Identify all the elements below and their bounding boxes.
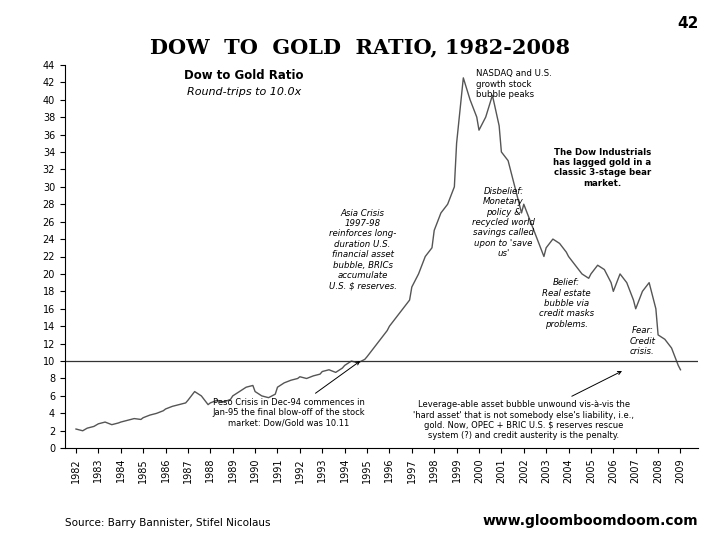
Text: Disbelief:
Monetary
policy &
recycled world
savings called
upon to 'save
us': Disbelief: Monetary policy & recycled wo… [472, 187, 535, 258]
Text: Leverage-able asset bubble unwound vis-à-vis the
'hard asset' that is not somebo: Leverage-able asset bubble unwound vis-à… [413, 372, 634, 441]
Text: DOW  TO  GOLD  RATIO, 1982-2008: DOW TO GOLD RATIO, 1982-2008 [150, 38, 570, 58]
Text: www.gloomboomdoom.com: www.gloomboomdoom.com [483, 514, 698, 528]
Text: Fear:
Credit
crisis.: Fear: Credit crisis. [629, 326, 655, 356]
Text: Belief:
Real estate
bubble via
credit masks
problems.: Belief: Real estate bubble via credit ma… [539, 278, 594, 329]
Text: The Dow Industrials
has lagged gold in a
classic 3-stage bear
market.: The Dow Industrials has lagged gold in a… [553, 147, 651, 188]
Text: NASDAQ and U.S.
growth stock
bubble peaks: NASDAQ and U.S. growth stock bubble peak… [476, 69, 552, 99]
Text: Source: Barry Bannister, Stifel Nicolaus: Source: Barry Bannister, Stifel Nicolaus [65, 518, 270, 528]
Text: Asia Crisis
1997-98
reinforces long-
duration U.S.
financial asset
bubble, BRICs: Asia Crisis 1997-98 reinforces long- dur… [328, 208, 397, 291]
Text: 42: 42 [677, 16, 698, 31]
Text: Round-trips to 10.0x: Round-trips to 10.0x [186, 86, 301, 97]
Text: Peso Crisis in Dec-94 commences in
Jan-95 the final blow-off of the stock
market: Peso Crisis in Dec-94 commences in Jan-9… [212, 362, 365, 428]
Text: Dow to Gold Ratio: Dow to Gold Ratio [184, 69, 304, 82]
